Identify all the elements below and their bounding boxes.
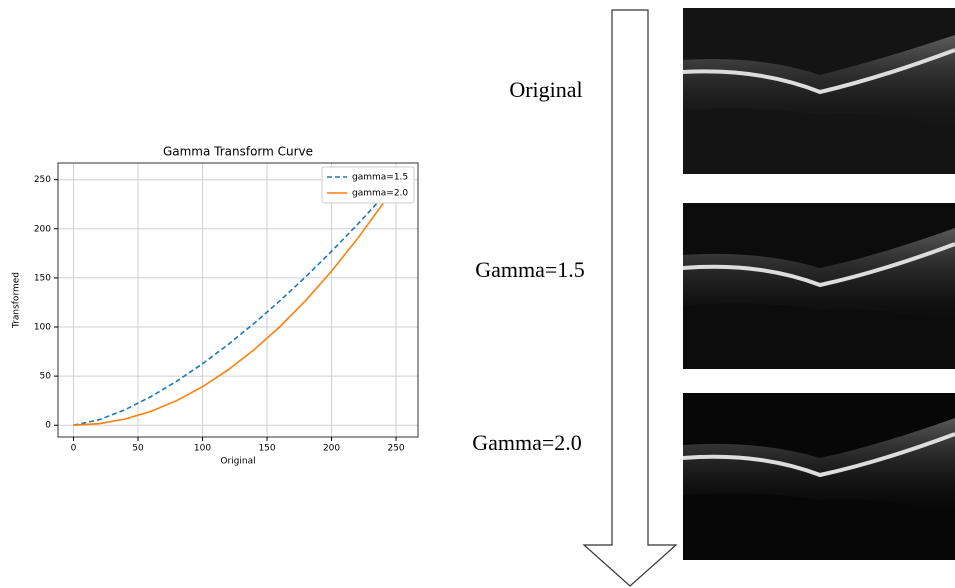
- panel-label: Gamma=2.0: [472, 430, 582, 455]
- down-arrow: [584, 10, 676, 586]
- figure: Gamma Transform Curve 0 50 100 150 200 250 0 50 1…: [0, 0, 955, 588]
- plot-frame: [58, 163, 418, 437]
- y-tick-label: 250: [34, 175, 51, 185]
- y-tick-label: 150: [34, 273, 51, 283]
- x-tick-label: 100: [194, 444, 211, 454]
- x-axis-label: Original: [220, 457, 255, 467]
- y-tick-label: 50: [40, 372, 52, 382]
- legend-label: gamma=2.0: [352, 189, 408, 199]
- page: Gamma Transform Curve 0 50 100 150 200 250 0 50 1…: [0, 0, 955, 588]
- y-tick-label: 0: [45, 421, 51, 431]
- y-tick-label: 100: [34, 323, 51, 333]
- x-tick-label: 250: [387, 444, 404, 454]
- x-tick-label: 0: [71, 444, 77, 454]
- line-chart: Gamma Transform Curve 0 50 100 150 200 250 0 50 1…: [12, 145, 419, 467]
- x-tick-label: 50: [132, 444, 144, 454]
- y-axis-label: Transformed: [12, 272, 22, 329]
- x-tick-label: 200: [323, 444, 340, 454]
- panel-label: Gamma=1.5: [475, 257, 585, 282]
- y-tick-label: 200: [34, 224, 51, 234]
- oct-image: [683, 203, 955, 369]
- legend-label: gamma=1.5: [352, 173, 408, 183]
- x-tick-label: 150: [258, 444, 275, 454]
- oct-image: [683, 393, 955, 560]
- panel-label: Original: [509, 77, 582, 102]
- line-series: [73, 197, 383, 426]
- oct-image: [683, 8, 955, 174]
- chart-title: Gamma Transform Curve: [163, 145, 313, 159]
- line-series: [73, 203, 383, 425]
